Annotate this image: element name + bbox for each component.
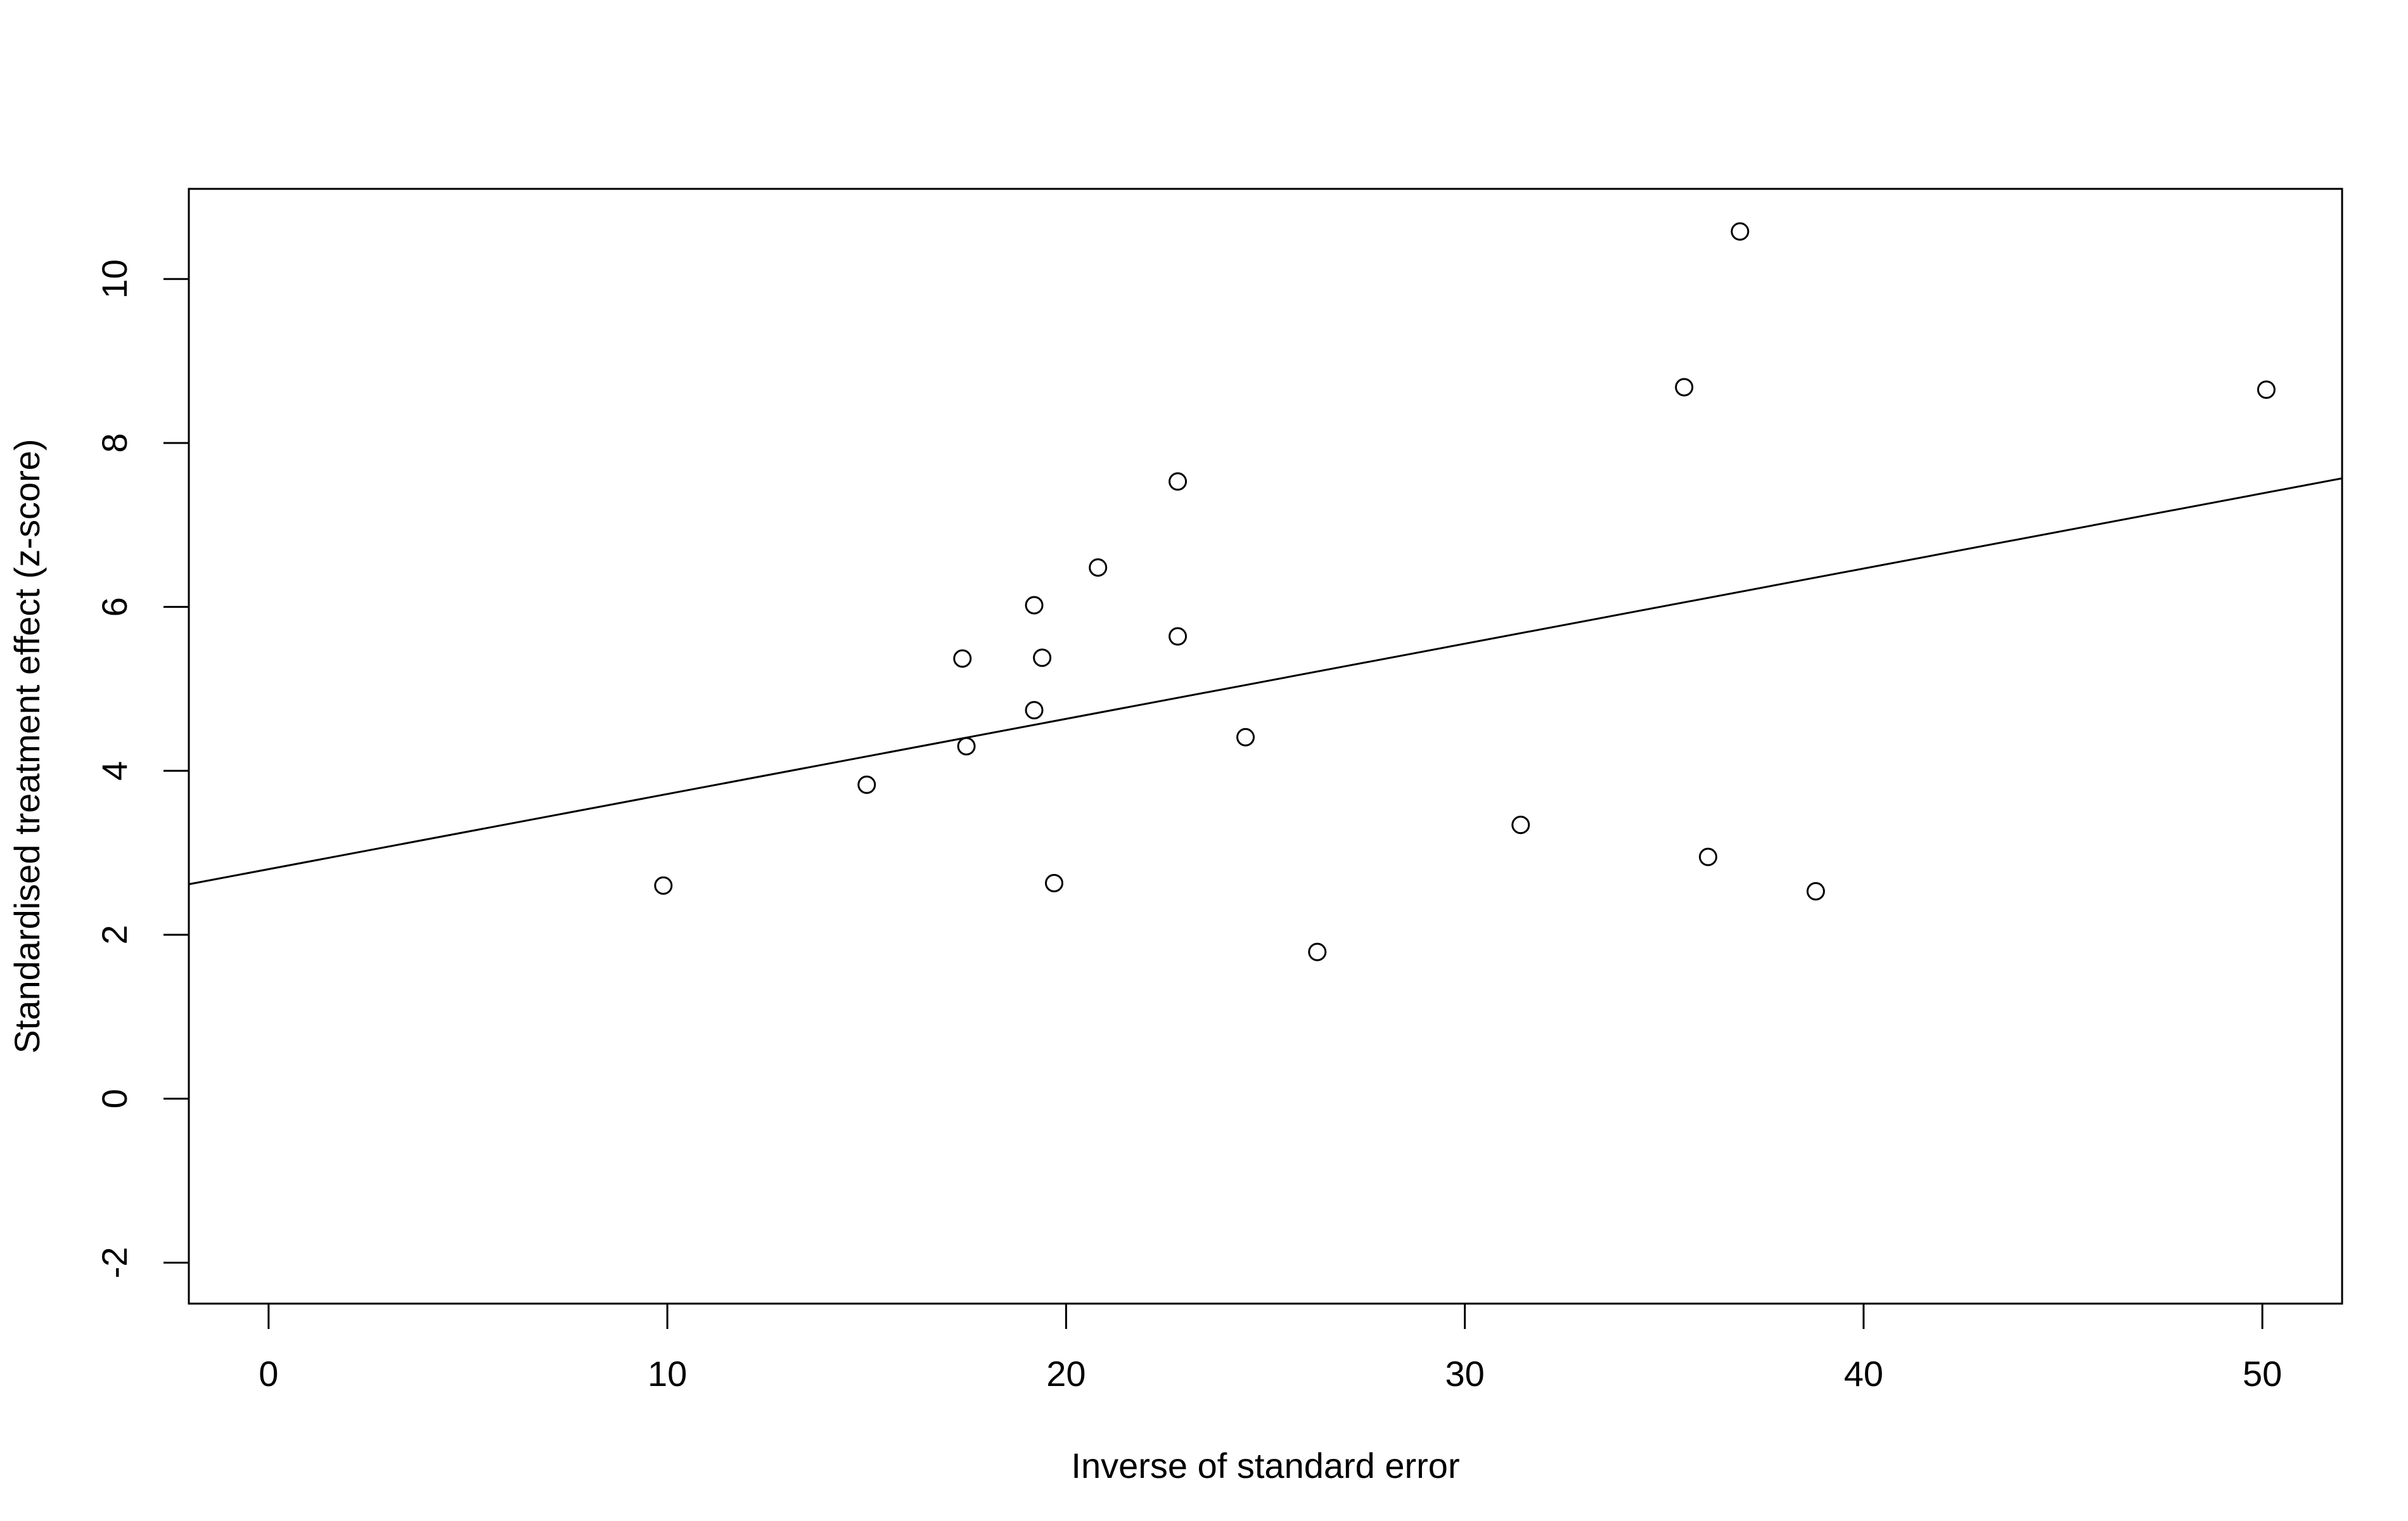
y-tick-label: 8 [94, 433, 134, 452]
data-point [1236, 728, 1255, 747]
y-tick-label: 2 [94, 925, 134, 944]
data-point [1044, 873, 1063, 892]
x-tick-label: 10 [648, 1354, 687, 1394]
x-axis: 0 10 20 30 40 50 [259, 1302, 2282, 1394]
data-point [1025, 596, 1044, 615]
x-axis-label: Inverse of standard error [1071, 1446, 1459, 1486]
data-point [1169, 472, 1188, 491]
data-point [1033, 648, 1052, 667]
y-axis-label: Standardised treatment effect (z-score) [7, 439, 47, 1053]
x-tick-label: 40 [1844, 1354, 1883, 1394]
regression-line-layer [188, 477, 2343, 885]
y-tick-label: 0 [94, 1089, 134, 1108]
data-point [1511, 816, 1530, 835]
data-point [1731, 222, 1750, 241]
regression-line [188, 477, 2343, 885]
y-tick-label: 4 [94, 761, 134, 781]
x-tick-label: 50 [2243, 1354, 2282, 1394]
y-axis: -2 0 2 4 6 8 10 [94, 259, 190, 1278]
data-point [1308, 942, 1327, 961]
data-point [953, 649, 972, 668]
y-tick-label: 10 [94, 259, 134, 298]
data-point [2257, 380, 2276, 399]
data-point [654, 876, 673, 895]
data-point [857, 775, 876, 794]
data-point [1025, 701, 1044, 720]
data-point [957, 737, 976, 755]
x-tick-label: 30 [1445, 1354, 1484, 1394]
data-point [1169, 627, 1188, 646]
y-tick-label: 6 [94, 597, 134, 617]
data-points-layer [654, 222, 2276, 961]
data-point [1089, 558, 1108, 577]
x-tick-label: 0 [259, 1354, 278, 1394]
data-point [1698, 847, 1717, 866]
data-point [1675, 378, 1694, 397]
data-point [1806, 882, 1825, 901]
y-tick-label: -2 [94, 1247, 134, 1278]
x-tick-label: 20 [1046, 1354, 1086, 1394]
